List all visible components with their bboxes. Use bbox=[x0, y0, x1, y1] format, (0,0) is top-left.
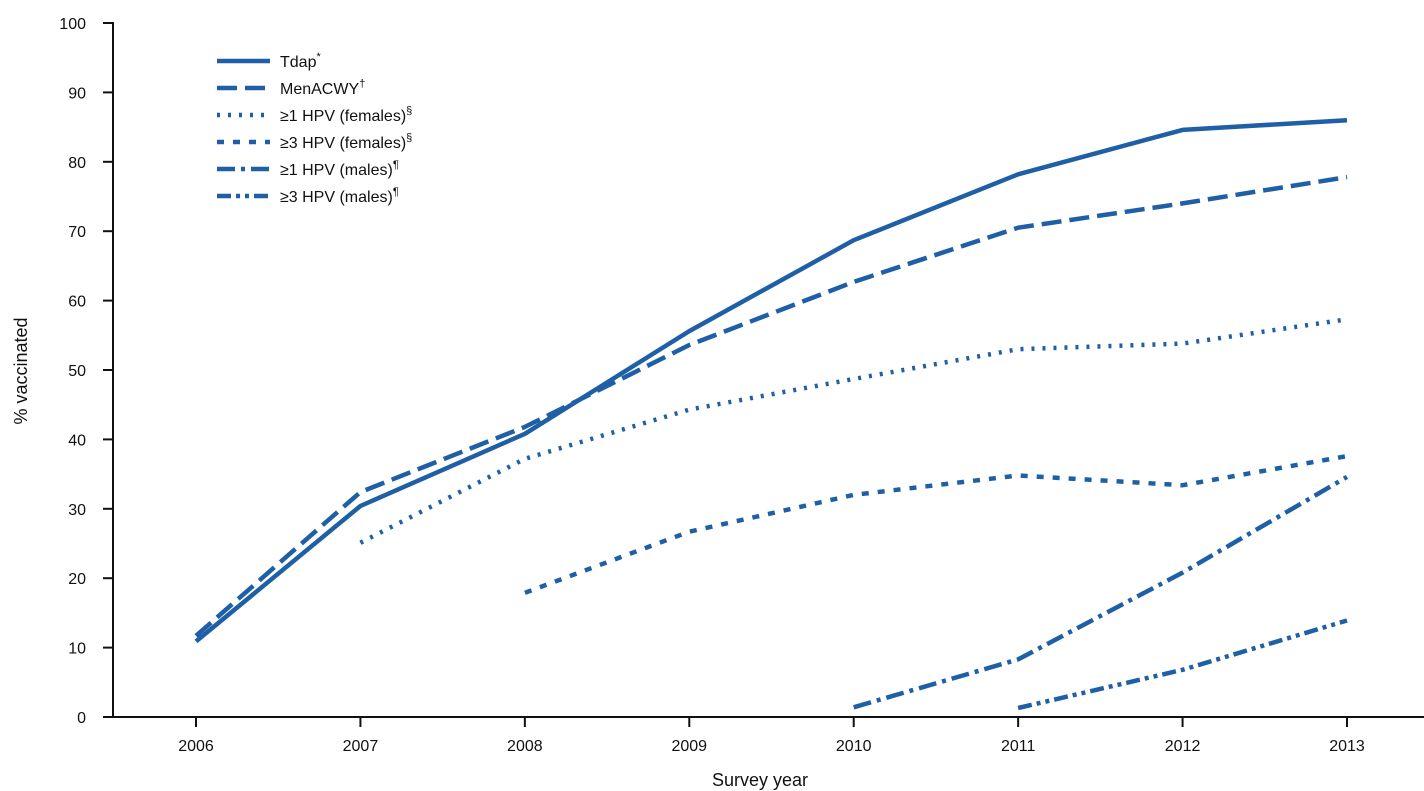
legend-series-name: ≥3 HPV (females) bbox=[280, 135, 406, 152]
legend-footnote-mark: § bbox=[406, 105, 412, 117]
y-tick-label: 0 bbox=[77, 710, 86, 727]
series-line-2 bbox=[194, 174, 1348, 638]
legend-footnote-mark: ¶ bbox=[393, 159, 399, 171]
y-tick-label: 30 bbox=[68, 502, 86, 519]
y-tick-label: 10 bbox=[68, 641, 86, 658]
x-tick-label: 2010 bbox=[836, 738, 872, 755]
legend-series-name: Tdap bbox=[280, 54, 317, 71]
x-axis-title: Survey year bbox=[712, 770, 808, 790]
legend-label-3: ≥1 HPV (females)§ bbox=[280, 105, 412, 125]
legend-label-6: ≥3 HPV (males)¶ bbox=[280, 186, 399, 206]
x-tick-label: 2008 bbox=[507, 738, 543, 755]
legend-label-5: ≥1 HPV (males)¶ bbox=[280, 159, 399, 179]
y-tick-label: 80 bbox=[68, 155, 86, 172]
y-axis-title: % vaccinated bbox=[11, 317, 31, 424]
x-tick-label: 2007 bbox=[343, 738, 379, 755]
legend-footnote-mark: † bbox=[359, 78, 365, 90]
x-tick-label: 2013 bbox=[1329, 738, 1365, 755]
legend-series-name: ≥3 HPV (males) bbox=[280, 189, 393, 206]
legend-series-name: MenACWY bbox=[280, 81, 359, 98]
x-tick-label: 2009 bbox=[671, 738, 707, 755]
legend-label-2: MenACWY† bbox=[280, 78, 365, 98]
legend-series-name: ≥1 HPV (females) bbox=[280, 108, 406, 125]
y-tick-label: 50 bbox=[68, 363, 86, 380]
y-tick-label: 40 bbox=[68, 432, 86, 449]
series-line-6 bbox=[1017, 618, 1348, 711]
y-tick-label: 90 bbox=[68, 85, 86, 102]
legend: Tdap*MenACWY†≥1 HPV (females)§≥3 HPV (fe… bbox=[217, 51, 412, 206]
y-tick-label: 70 bbox=[68, 224, 86, 241]
y-tick-label: 60 bbox=[68, 294, 86, 311]
legend-label-1: Tdap* bbox=[280, 51, 321, 71]
series-line-5 bbox=[853, 474, 1349, 710]
legend-footnote-mark: ¶ bbox=[393, 186, 399, 198]
axes: 0 10 20 30 40 50 60 70 80 90 100 2006 2007 2008 2009 20… bbox=[59, 16, 1424, 755]
x-tick-label: 2006 bbox=[178, 738, 214, 755]
series-lines bbox=[194, 117, 1349, 711]
x-tick-label: 2011 bbox=[1001, 738, 1036, 755]
legend-footnote-mark: § bbox=[406, 132, 412, 144]
legend-label-4: ≥3 HPV (females)§ bbox=[280, 132, 412, 152]
legend-series-name: ≥1 HPV (males) bbox=[280, 162, 393, 179]
y-tick-label: 20 bbox=[68, 571, 86, 588]
x-tick-label: 2012 bbox=[1165, 738, 1201, 755]
legend-footnote-mark: * bbox=[316, 51, 321, 63]
y-tick-label: 100 bbox=[59, 16, 86, 33]
series-line-1 bbox=[194, 117, 1348, 644]
series-line-4 bbox=[524, 453, 1348, 595]
